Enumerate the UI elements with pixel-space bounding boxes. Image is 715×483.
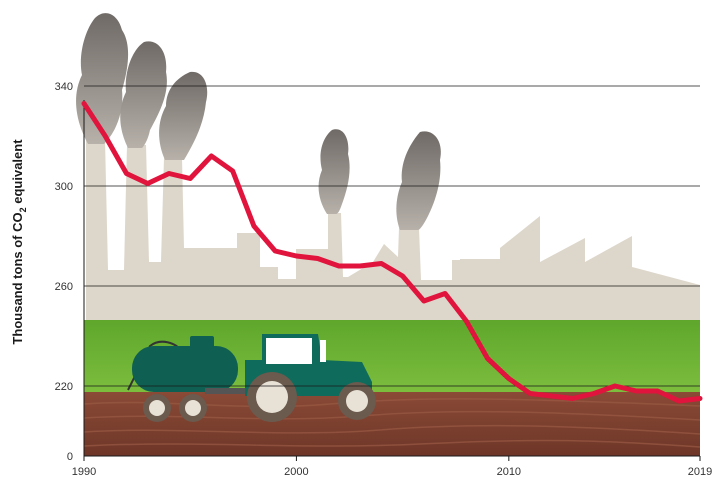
- x-tick-label-2019: 2019: [688, 466, 712, 478]
- data-point-1990: [82, 102, 86, 105]
- data-point-1995: [188, 177, 192, 180]
- data-point-1994: [167, 172, 171, 175]
- data-point-2012: [549, 394, 553, 398]
- x-tick-label-2000: 2000: [284, 466, 308, 478]
- data-point-1999: [273, 249, 277, 253]
- y-tick-label-340: 340: [55, 81, 73, 93]
- data-point-2003: [358, 264, 362, 268]
- data-point-2017: [656, 389, 659, 393]
- data-point-2007: [443, 292, 447, 295]
- data-point-2010: [507, 377, 511, 380]
- data-point-2006: [422, 299, 426, 303]
- data-point-1997: [231, 169, 235, 173]
- data-point-2004: [379, 262, 383, 265]
- x-tick-label-1990: 1990: [72, 466, 96, 478]
- data-point-2008: [464, 319, 468, 323]
- data-point-2013: [571, 397, 575, 400]
- data-point-2016: [634, 389, 638, 393]
- data-point-1993: [146, 182, 150, 185]
- y-tick-label-220: 220: [55, 381, 73, 393]
- x-tick-label-2010: 2010: [497, 466, 521, 478]
- data-point-1992: [125, 172, 128, 175]
- smoke-plumes: [76, 13, 441, 230]
- data-point-2000: [294, 254, 298, 258]
- data-point-2015: [613, 384, 617, 388]
- axes: [83, 100, 701, 461]
- y-tick-label-260: 260: [55, 281, 73, 293]
- tick-labels: 0 220 260 300 340 1990 2000 2010 2019: [55, 81, 713, 478]
- y-axis-title-main: Thousand tons of CO: [10, 212, 25, 344]
- data-point-2019: [698, 397, 702, 400]
- data-point-2011: [528, 392, 532, 395]
- data-point-1991: [103, 134, 107, 138]
- data-point-2014: [592, 392, 596, 395]
- background-illustration: [76, 13, 701, 456]
- data-point-1996: [209, 154, 213, 158]
- gridlines: [84, 85, 700, 387]
- data-point-2005: [401, 274, 405, 278]
- factory-silhouette: [86, 140, 700, 320]
- y-axis-title-subscript: 2: [18, 207, 28, 212]
- data-point-2002: [337, 264, 341, 268]
- data-point-2018: [677, 399, 681, 403]
- series-layer: [81, 101, 703, 404]
- y-tick-label-0: 0: [67, 451, 73, 463]
- tractor-illustration: [127, 334, 376, 422]
- data-point-1998: [252, 224, 256, 228]
- data-point-2001: [316, 257, 320, 260]
- y-tick-label-300: 300: [55, 181, 73, 193]
- series-line-0: [81, 101, 703, 404]
- y-axis-title: Thousand tons of CO2 equivalent: [10, 139, 28, 345]
- data-point-2009: [486, 357, 490, 360]
- y-axis-title-suffix: equivalent: [10, 139, 25, 208]
